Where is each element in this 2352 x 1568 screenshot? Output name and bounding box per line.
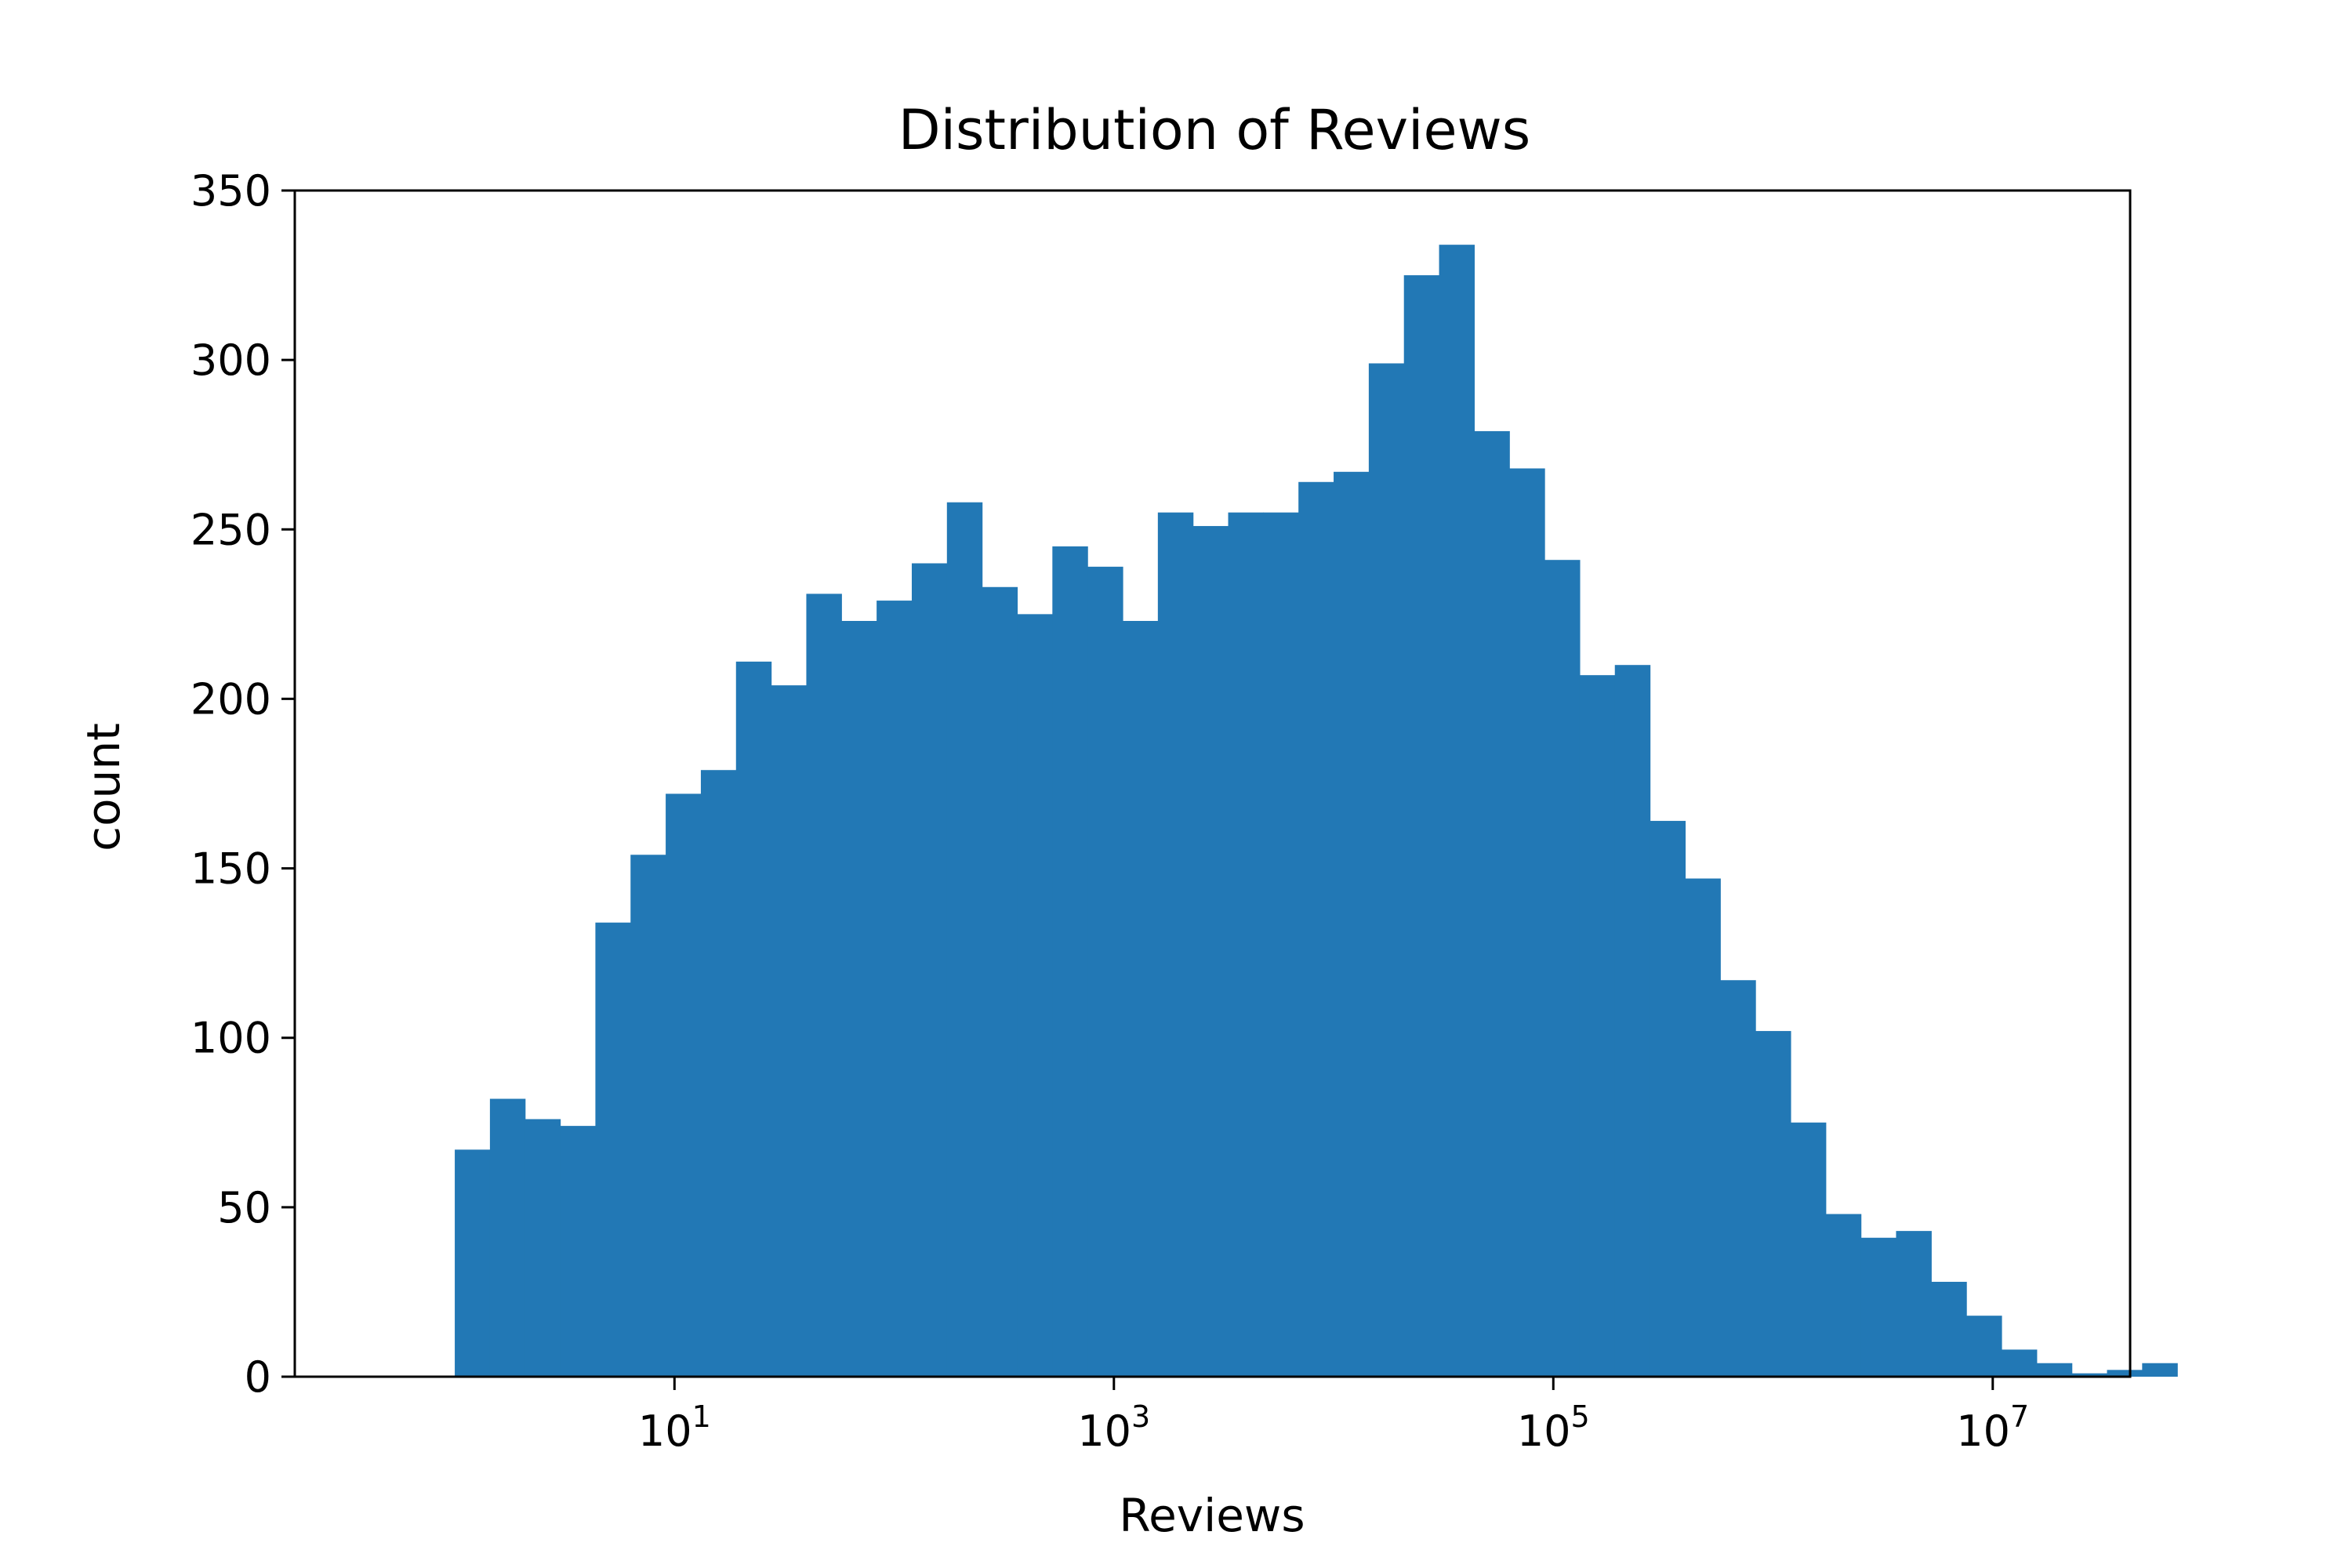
- histogram-bar: [1368, 363, 1405, 1377]
- x-tick-label: 107: [1956, 1399, 2029, 1456]
- histogram-bar: [1614, 665, 1651, 1377]
- histogram-bar: [1087, 566, 1123, 1377]
- y-axis-ticks: 0 50 100 150 200 250 300 350: [191, 166, 295, 1402]
- histogram-bar: [524, 1119, 561, 1377]
- bar-group: [455, 245, 2178, 1377]
- histogram-bar: [560, 1126, 597, 1377]
- histogram-bar: [630, 855, 666, 1377]
- histogram-bar: [1263, 512, 1299, 1377]
- histogram-bar: [1544, 560, 1581, 1377]
- histogram-bar: [1860, 1237, 1897, 1377]
- histogram-bar: [1052, 546, 1088, 1377]
- histogram-bar: [1966, 1316, 2002, 1377]
- histogram-bar: [1720, 980, 1756, 1377]
- histogram-bar: [1650, 821, 1686, 1377]
- histogram-bar: [1192, 525, 1229, 1377]
- histogram-bar: [2107, 1370, 2143, 1377]
- x-axis-label: Reviews: [1119, 1489, 1305, 1542]
- histogram-bar: [1123, 621, 1159, 1377]
- y-tick-label: 350: [191, 166, 271, 216]
- x-tick-label: 101: [638, 1399, 711, 1456]
- y-tick-label: 50: [217, 1183, 271, 1232]
- histogram-bar: [1685, 878, 1721, 1377]
- histogram-bar: [1509, 468, 1545, 1377]
- chart-title: Distribution of Reviews: [898, 98, 1531, 162]
- y-tick-label: 150: [191, 844, 271, 894]
- histogram-bar: [1228, 512, 1264, 1377]
- histogram-bar: [595, 922, 631, 1377]
- x-axis-ticks: 101 103 105 107: [638, 1377, 2029, 1456]
- histogram-bar: [1298, 481, 1334, 1377]
- y-axis-label: count: [77, 723, 130, 851]
- histogram-bar: [1825, 1214, 1862, 1377]
- histogram-bar: [735, 661, 772, 1377]
- histogram-bar: [2071, 1373, 2108, 1377]
- histogram-bar: [982, 586, 1018, 1377]
- histogram-bar: [455, 1149, 491, 1377]
- plot-frame: [293, 189, 2132, 1378]
- histogram-bar: [1157, 512, 1194, 1377]
- histogram-bar: [2142, 1363, 2178, 1377]
- y-tick-label: 300: [191, 336, 271, 385]
- y-tick-label: 200: [191, 674, 271, 724]
- histogram-bar: [489, 1098, 526, 1377]
- histogram-bar: [806, 593, 842, 1377]
- histogram-bar: [1790, 1122, 1827, 1377]
- histogram-bar: [1931, 1281, 1967, 1377]
- histogram-bar: [1896, 1231, 1932, 1377]
- histogram-bar: [841, 621, 877, 1377]
- y-tick-label: 100: [191, 1014, 271, 1063]
- histogram-bar: [2036, 1363, 2073, 1377]
- histogram-bar: [1334, 471, 1370, 1377]
- histogram-bar: [700, 770, 737, 1377]
- histogram-bar: [877, 601, 913, 1377]
- histogram-bar: [2001, 1349, 2038, 1377]
- x-tick-label: 105: [1517, 1399, 1590, 1456]
- histogram-bar: [771, 685, 808, 1377]
- histogram-bar: [911, 563, 948, 1377]
- histogram-bar: [1579, 675, 1616, 1377]
- y-tick-label: 250: [191, 505, 271, 554]
- y-tick-label: 0: [245, 1352, 271, 1402]
- x-tick-label: 103: [1077, 1399, 1150, 1456]
- histogram-bar: [1755, 1031, 1791, 1377]
- histogram-bar: [1474, 430, 1510, 1377]
- histogram-bar: [666, 793, 702, 1377]
- histogram-bar: [1439, 245, 1475, 1377]
- histogram-bar: [1403, 275, 1440, 1377]
- histogram-bar: [946, 502, 983, 1377]
- histogram-bar: [1017, 614, 1053, 1377]
